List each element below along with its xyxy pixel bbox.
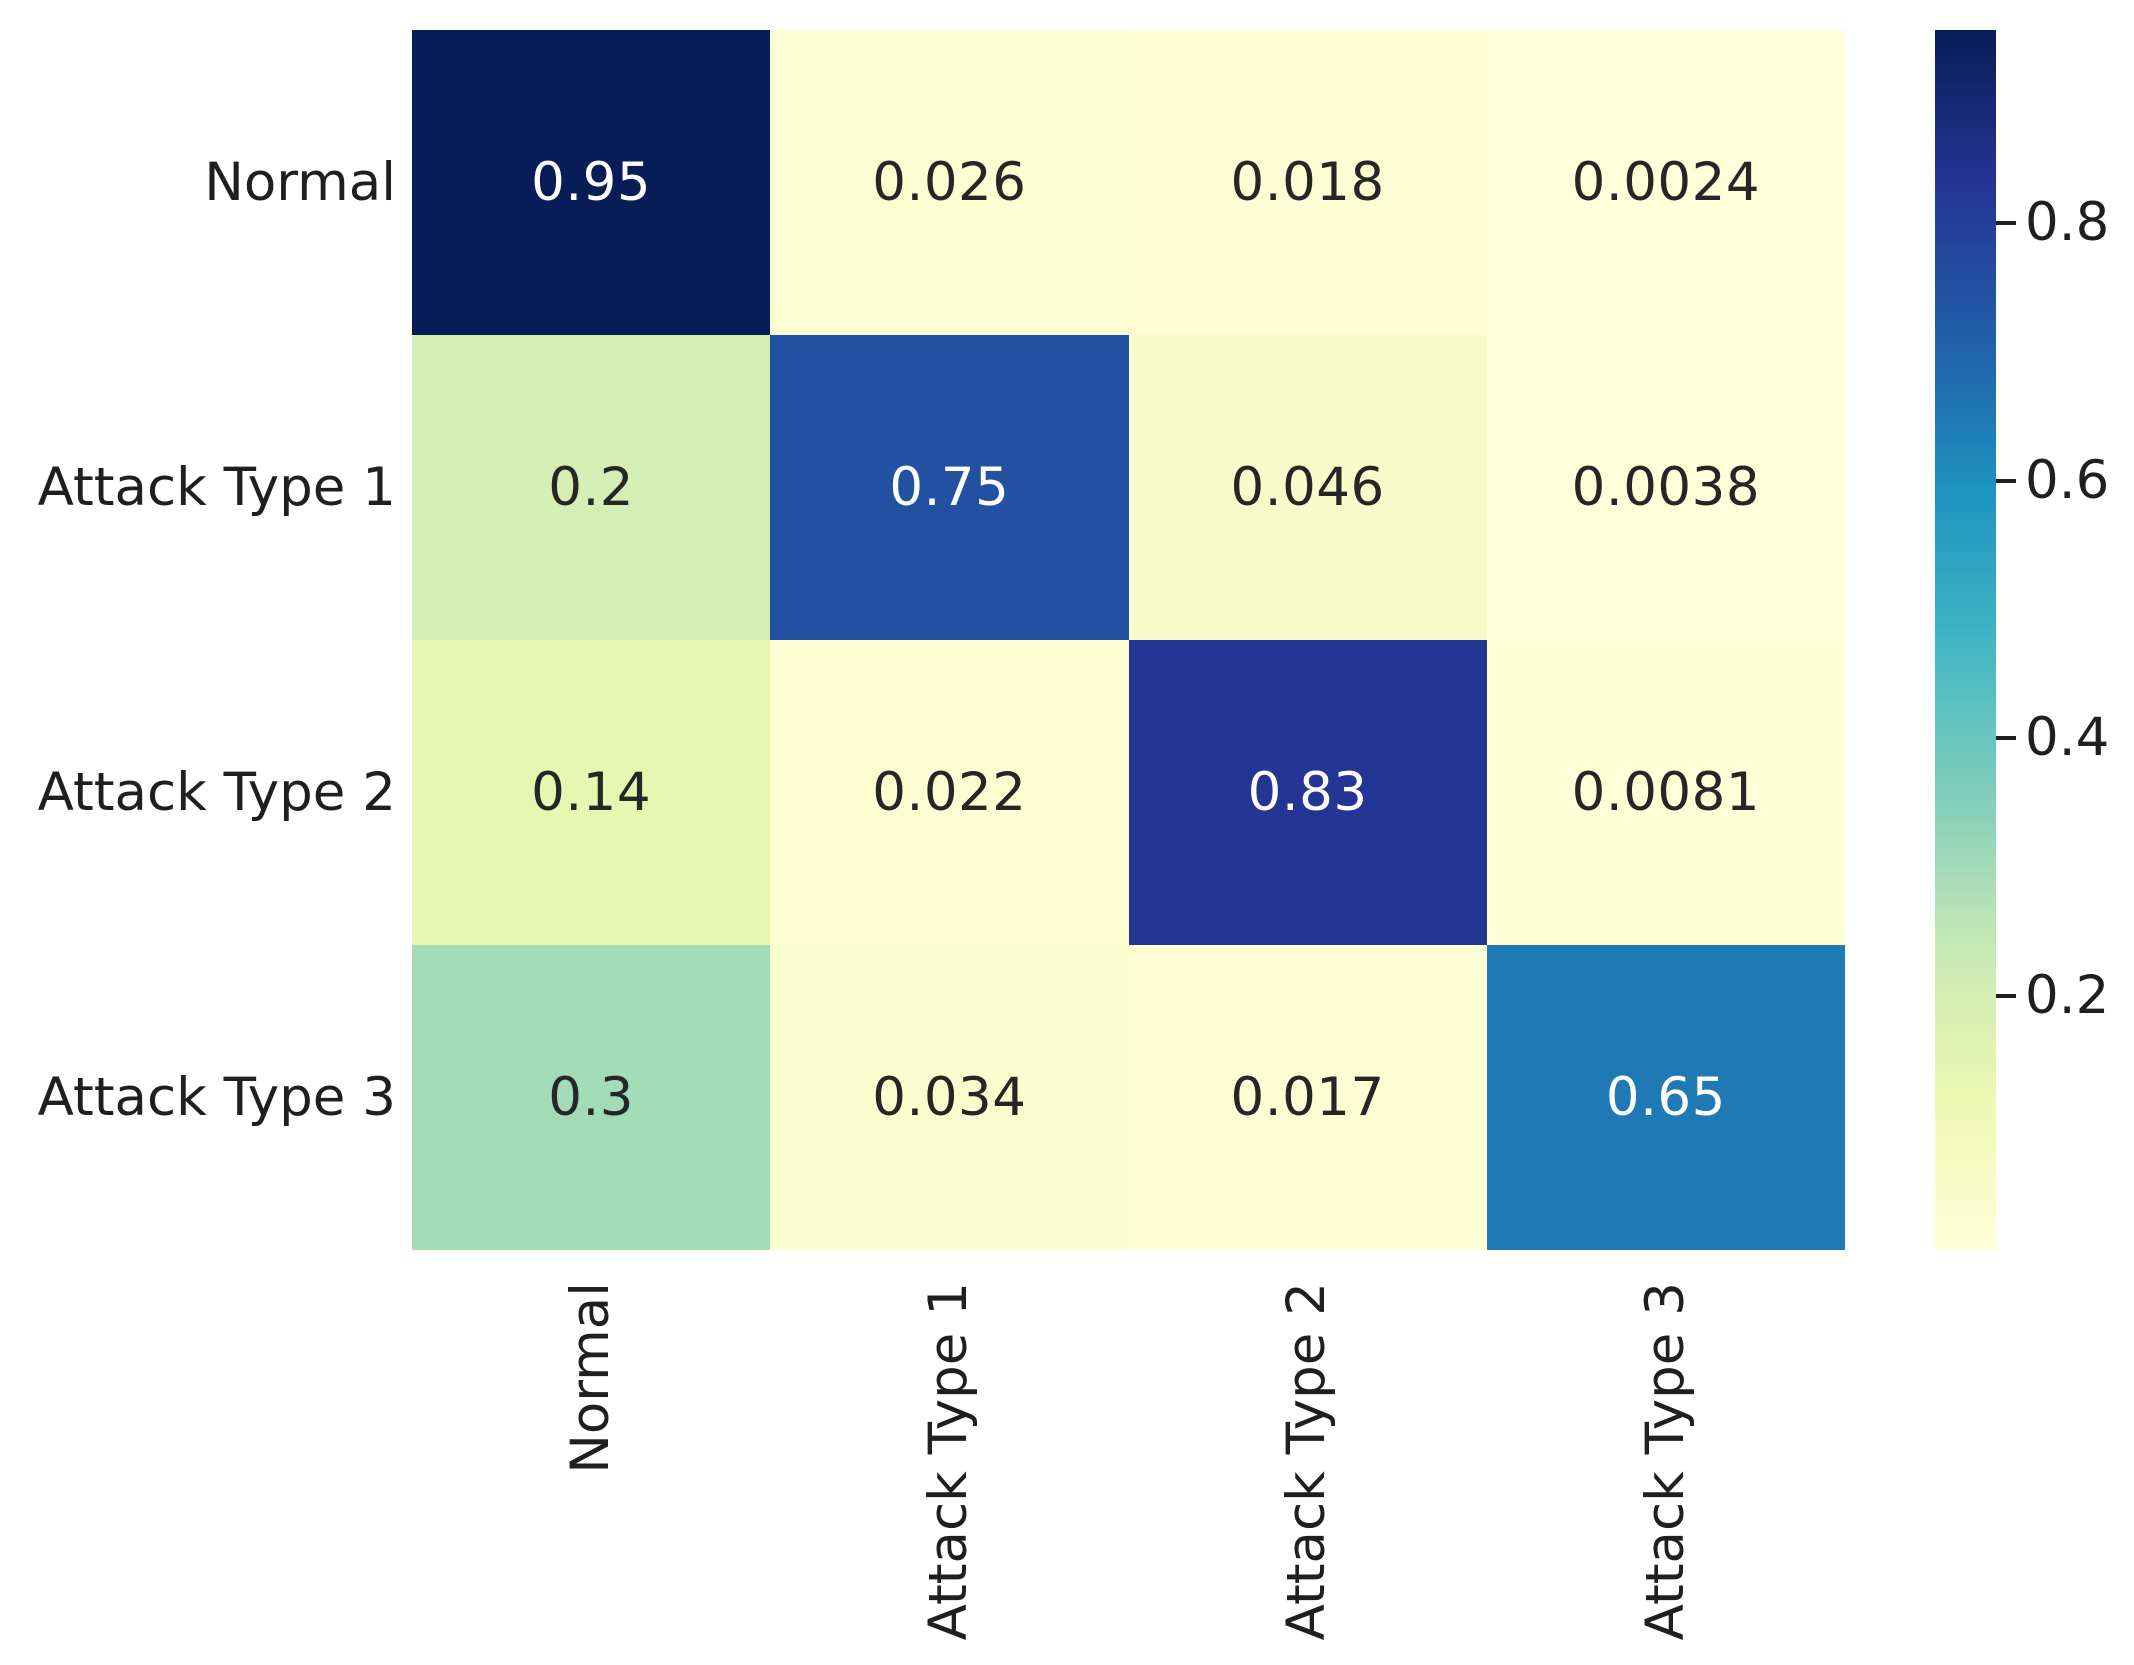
heatmap-cell-r0c1: 0.026 [770, 30, 1129, 335]
cell-value: 0.018 [1230, 152, 1385, 213]
y-tick-label-0: Normal [204, 152, 396, 213]
cell-value: 0.022 [872, 762, 1027, 823]
heatmap-cell-r3c0: 0.3 [412, 945, 771, 1250]
colorbar-tick-label-2: 0.4 [2025, 707, 2110, 769]
x-tick-label-0: Normal [560, 1282, 621, 1474]
x-tick-label-1: Attack Type 1 [918, 1282, 979, 1641]
cell-value: 0.046 [1230, 457, 1385, 518]
heatmap-grid: 0.95 0.026 0.018 0.0024 0.2 0.75 0.046 0.0038 0.… [412, 30, 1845, 1250]
x-tick-label-2: Attack Type 2 [1276, 1282, 1337, 1641]
y-tick-label-1: Attack Type 1 [37, 457, 396, 518]
heatmap-cell-r3c1: 0.034 [770, 945, 1129, 1250]
heatmap-cell-r2c0: 0.14 [412, 640, 771, 945]
cell-value: 0.0038 [1571, 457, 1761, 518]
colorbar-tick-mark-1 [1996, 478, 2016, 483]
cell-value: 0.14 [531, 762, 652, 823]
colorbar: 0.8 0.6 0.4 0.2 [1935, 30, 2134, 1250]
cell-value: 0.65 [1605, 1067, 1726, 1128]
heatmap-cell-r2c3: 0.0081 [1486, 640, 1845, 945]
heatmap-cell-r2c2: 0.83 [1128, 640, 1487, 945]
x-tick-label-3: Attack Type 3 [1635, 1282, 1696, 1641]
heatmap-cell-r3c2: 0.017 [1128, 945, 1487, 1250]
y-tick-label-2: Attack Type 2 [37, 762, 396, 823]
heatmap-cell-r3c3: 0.65 [1486, 945, 1845, 1250]
colorbar-tick-mark-0 [1996, 221, 2016, 226]
cell-value: 0.83 [1247, 762, 1368, 823]
heatmap-cell-r1c2: 0.046 [1128, 335, 1487, 640]
heatmap-cell-r0c3: 0.0024 [1486, 30, 1845, 335]
x-axis-tick-labels: Normal Attack Type 1 Attack Type 2 Attack T… [412, 1282, 1845, 1665]
heatmap-cell-r0c2: 0.018 [1128, 30, 1487, 335]
cell-value: 0.0024 [1571, 152, 1761, 213]
cell-value: 0.3 [548, 1067, 635, 1128]
heatmap-cell-r1c3: 0.0038 [1486, 335, 1845, 640]
cell-value: 0.75 [889, 457, 1010, 518]
heatmap-cell-r1c0: 0.2 [412, 335, 771, 640]
colorbar-tick-label-0: 0.8 [2025, 192, 2110, 254]
cell-value: 0.026 [872, 152, 1027, 213]
colorbar-tick-mark-3 [1996, 993, 2016, 998]
cell-value: 0.034 [872, 1067, 1027, 1128]
colorbar-gradient [1935, 30, 1996, 1250]
cell-value: 0.017 [1230, 1067, 1385, 1128]
colorbar-tick-label-3: 0.2 [2025, 964, 2110, 1026]
y-tick-label-3: Attack Type 3 [37, 1067, 396, 1128]
heatmap-cell-r0c0: 0.95 [412, 30, 771, 335]
cell-value: 0.0081 [1571, 762, 1761, 823]
heatmap-cell-r1c1: 0.75 [770, 335, 1129, 640]
cell-value: 0.2 [548, 457, 635, 518]
heatmap-cell-r2c1: 0.022 [770, 640, 1129, 945]
cell-value: 0.95 [531, 152, 652, 213]
colorbar-tick-mark-2 [1996, 736, 2016, 741]
colorbar-tick-label-1: 0.6 [2025, 449, 2110, 511]
y-axis-tick-labels: Normal Attack Type 1 Attack Type 2 Attack T… [0, 30, 396, 1250]
